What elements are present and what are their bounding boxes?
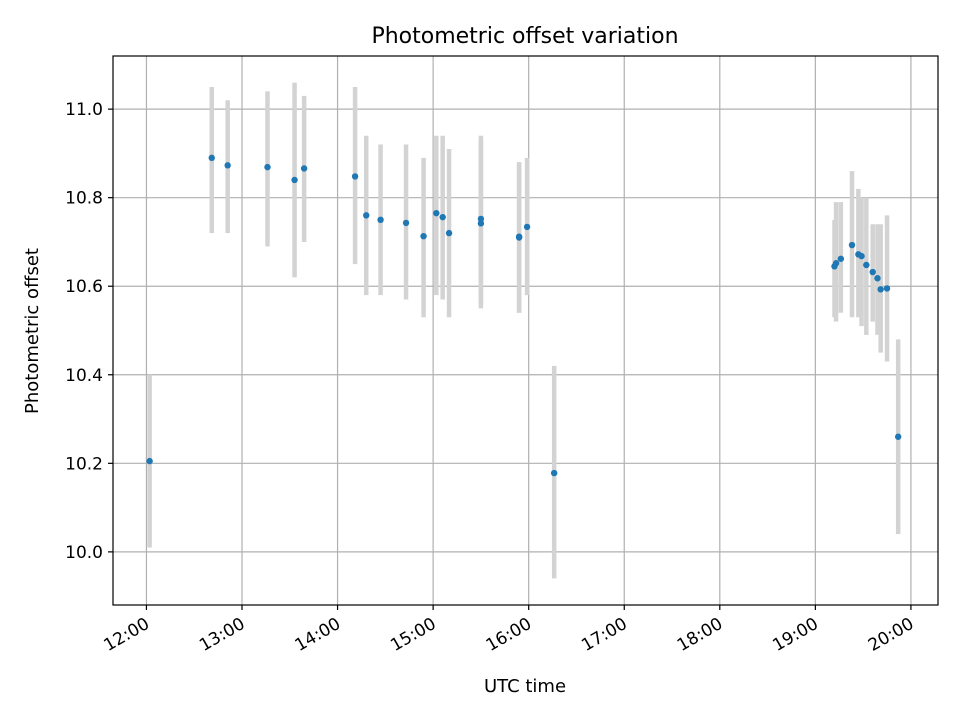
- x-tick-label-1: 13:00: [196, 614, 248, 656]
- y-tick-label-4: 10.8: [65, 189, 103, 209]
- x-tick-label-2: 14:00: [292, 614, 344, 656]
- y-tick-label-3: 10.6: [65, 277, 103, 297]
- data-point-22: [837, 255, 845, 262]
- data-point-21: [832, 260, 840, 267]
- data-point-30: [883, 285, 891, 292]
- x-tick-label-0: 12:00: [101, 614, 153, 656]
- data-points: [146, 154, 902, 477]
- data-point-19: [550, 469, 558, 477]
- data-point-31: [894, 433, 902, 440]
- y-axis-ticks: 10.0 10.2 10.4 10.6 10.8 11.0: [65, 100, 113, 563]
- grid: [113, 56, 938, 605]
- y-tick-label-1: 10.2: [65, 454, 103, 474]
- data-point-2: [224, 162, 231, 169]
- data-point-9: [402, 219, 410, 227]
- error-bars: [147, 82, 901, 579]
- x-tick-label-7: 19:00: [769, 614, 821, 656]
- data-point-3: [264, 163, 271, 171]
- data-point-26: [863, 261, 870, 269]
- x-axis-ticks: 12:00 13:00 14:00 15:00 16:00 17:00 18:00 19:00…: [101, 605, 917, 656]
- data-point-5: [300, 165, 308, 172]
- data-point-13: [445, 229, 453, 237]
- data-point-14: [477, 215, 485, 223]
- y-tick-label-2: 10.4: [65, 366, 103, 386]
- data-point-25: [858, 252, 865, 260]
- chart-title: Photometric offset variation: [371, 24, 678, 49]
- data-point-1: [208, 154, 215, 162]
- data-point-11: [433, 209, 440, 217]
- data-point-17: [515, 233, 523, 240]
- data-point-15: [477, 220, 485, 227]
- x-tick-label-8: 20:00: [865, 614, 917, 656]
- data-point-29: [877, 286, 884, 293]
- data-point-23: [848, 241, 856, 249]
- x-tick-label-3: 15:00: [387, 614, 439, 656]
- data-point-18: [523, 223, 531, 231]
- y-axis-label: Photometric offset: [22, 248, 43, 414]
- x-tick-label-4: 16:00: [483, 614, 535, 656]
- data-point-28: [874, 275, 881, 282]
- data-point-7: [363, 212, 370, 219]
- x-tick-label-6: 18:00: [674, 614, 726, 656]
- y-tick-label-0: 10.0: [65, 543, 103, 563]
- plot-frame: [112, 55, 939, 606]
- data-point-6: [351, 173, 359, 180]
- data-point-4: [291, 176, 298, 184]
- data-point-10: [420, 232, 427, 240]
- y-tick-label-5: 11.0: [65, 100, 103, 120]
- x-axis-label: UTC time: [484, 676, 566, 697]
- data-point-27: [869, 268, 876, 276]
- data-point-0: [146, 457, 153, 465]
- data-point-8: [377, 216, 384, 224]
- x-tick-label-5: 17:00: [578, 614, 630, 656]
- data-point-12: [439, 213, 446, 221]
